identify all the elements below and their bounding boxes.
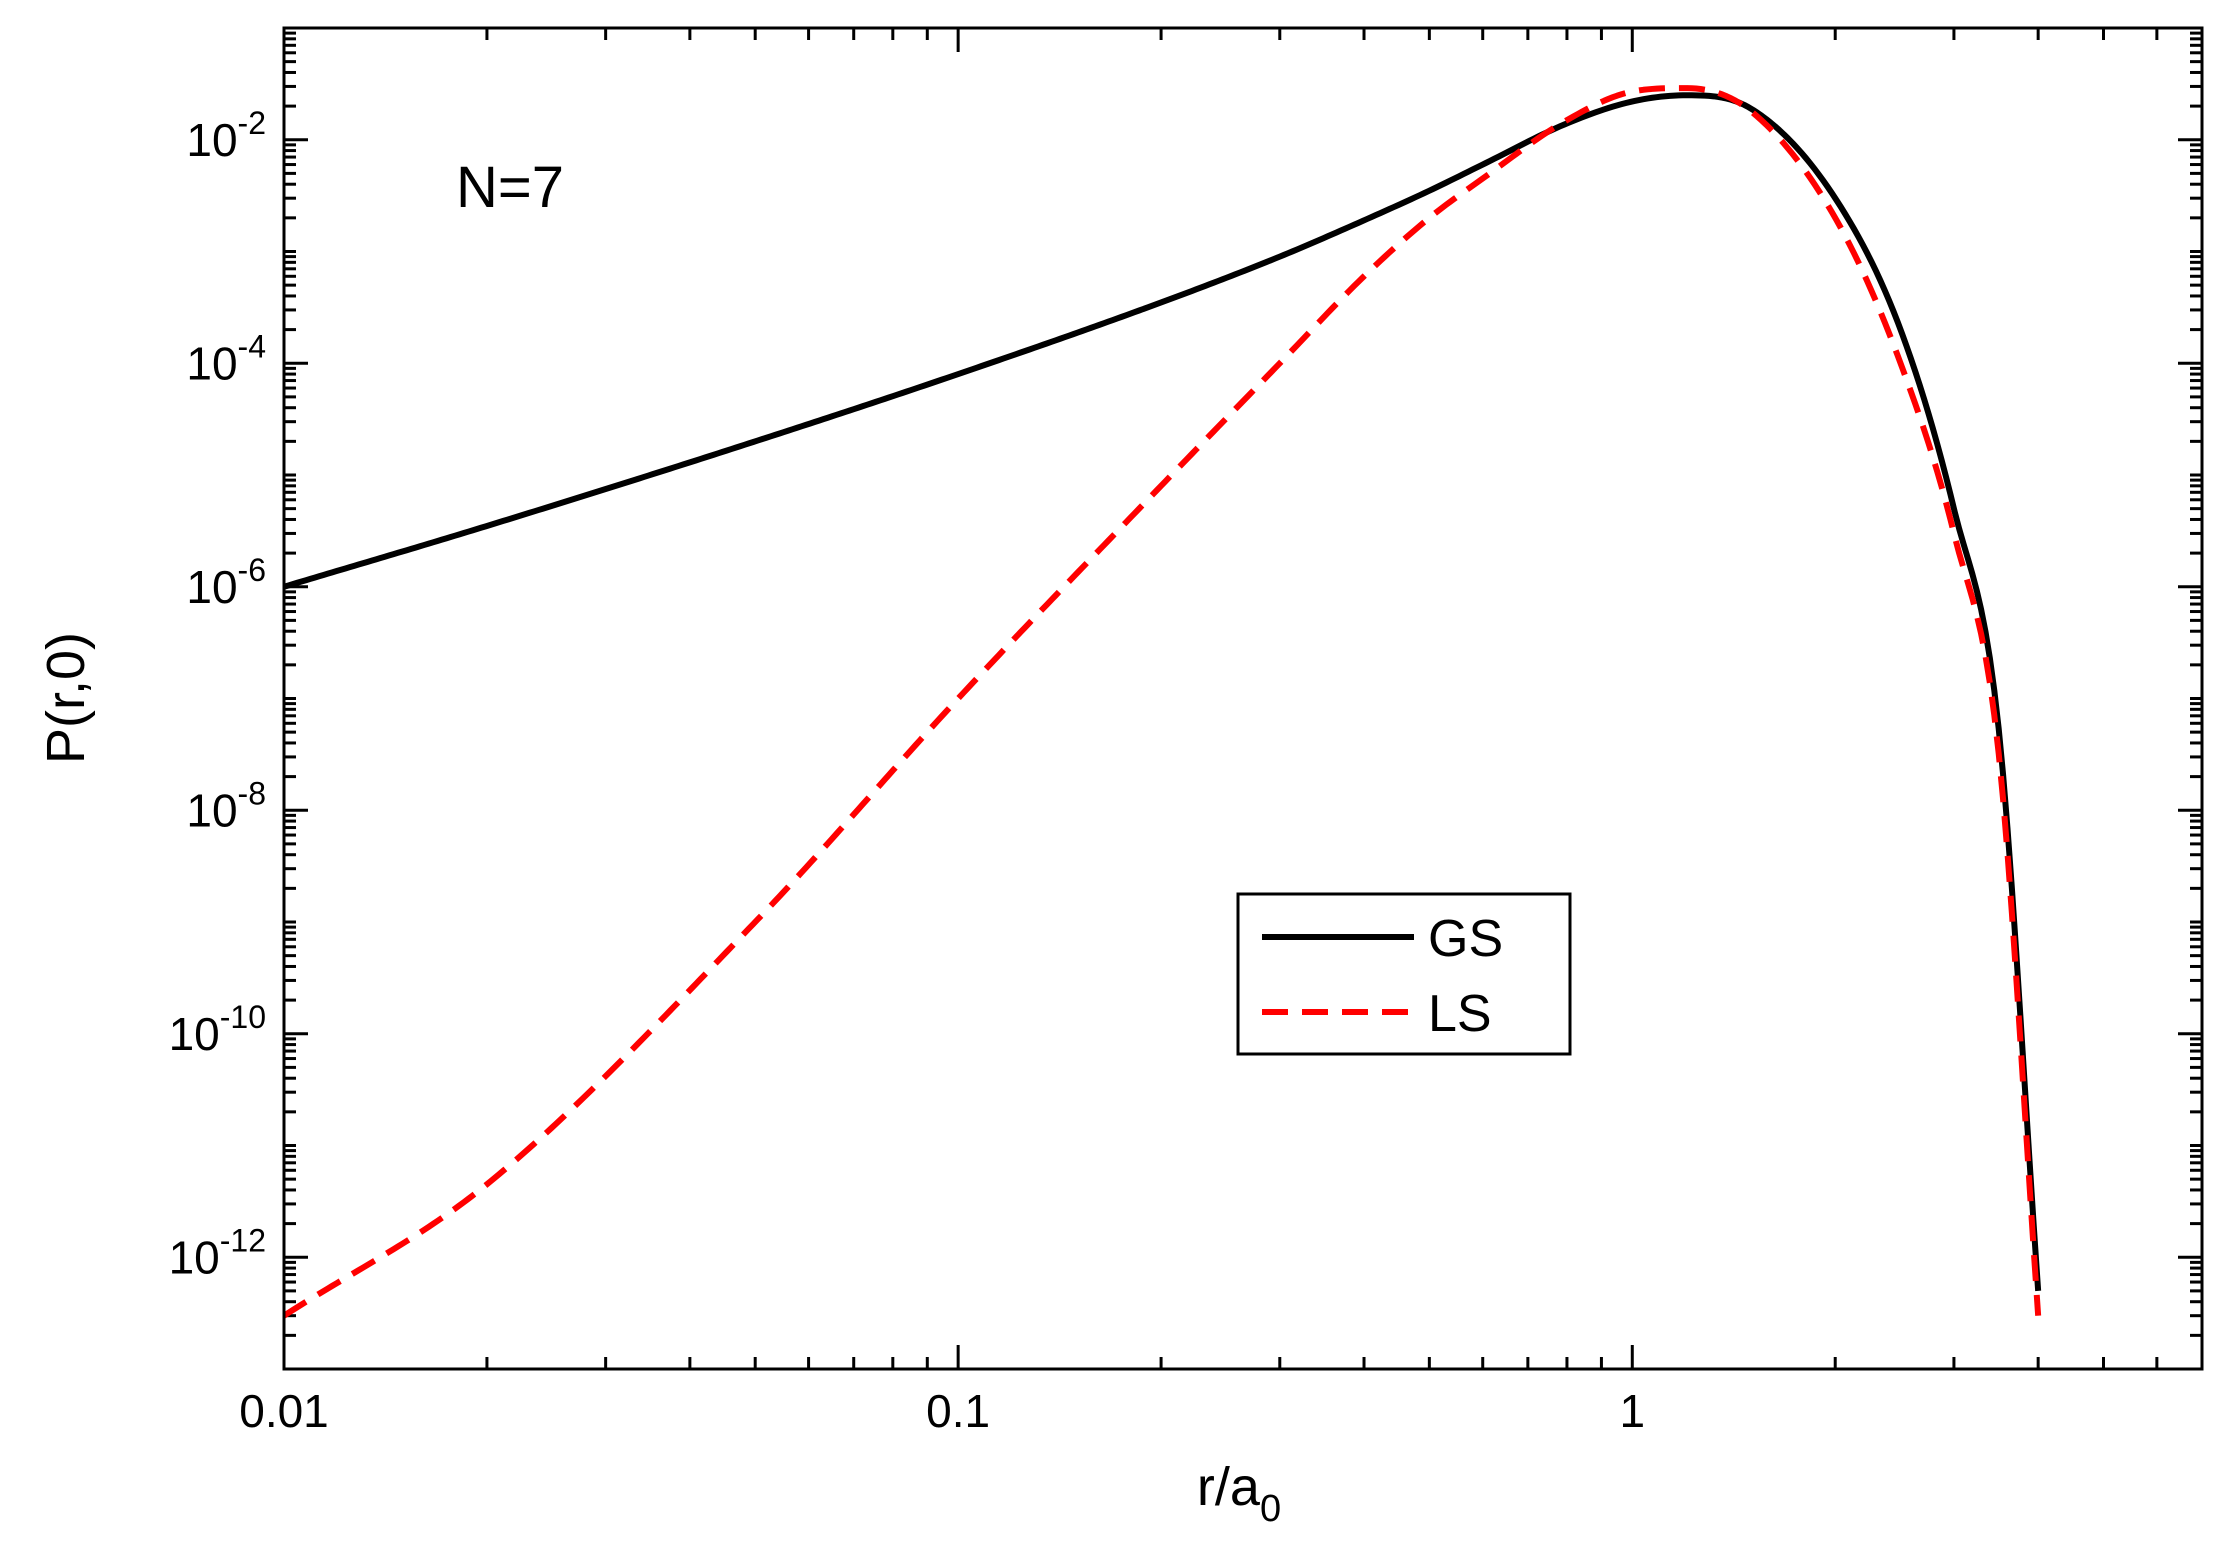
series-annotation: N=7 bbox=[456, 155, 564, 220]
y-tick-label: 10-6 bbox=[186, 552, 266, 613]
y-tick-label: 10-12 bbox=[169, 1222, 266, 1283]
y-tick-label: 10-4 bbox=[186, 328, 266, 389]
legend-box bbox=[1236, 892, 1572, 1056]
series-line-gs bbox=[283, 92, 2042, 1292]
series-line-ls bbox=[282, 85, 2042, 1319]
plot-frame bbox=[282, 26, 2204, 1371]
y-tick-label: 10-10 bbox=[169, 999, 266, 1060]
y-tick-label: 10-2 bbox=[186, 105, 266, 166]
series-layer bbox=[282, 85, 2042, 1319]
legend: GS LS bbox=[1236, 892, 1572, 1056]
legend-label-ls: LS bbox=[1428, 985, 1492, 1043]
y-tick-label: 10-8 bbox=[186, 775, 266, 836]
x-axis-label: r/a0 bbox=[1197, 1457, 1281, 1530]
x-tick-label: 1 bbox=[1619, 1385, 1645, 1437]
ticks-layer bbox=[282, 26, 2204, 1371]
y-axis-label: P(r,0) bbox=[36, 632, 96, 764]
tick-labels-layer: 0.01 0.1 1 10-12 10-10 10-8 10-6 10-4 10-2 bbox=[169, 105, 1646, 1437]
x-tick-label: 0.01 bbox=[239, 1385, 329, 1437]
x-tick-label: 0.1 bbox=[926, 1385, 990, 1437]
x-axis-label-base: r/a bbox=[1197, 1457, 1261, 1517]
legend-label-gs: GS bbox=[1428, 910, 1503, 968]
x-axis-label-sub: 0 bbox=[1260, 1488, 1281, 1530]
